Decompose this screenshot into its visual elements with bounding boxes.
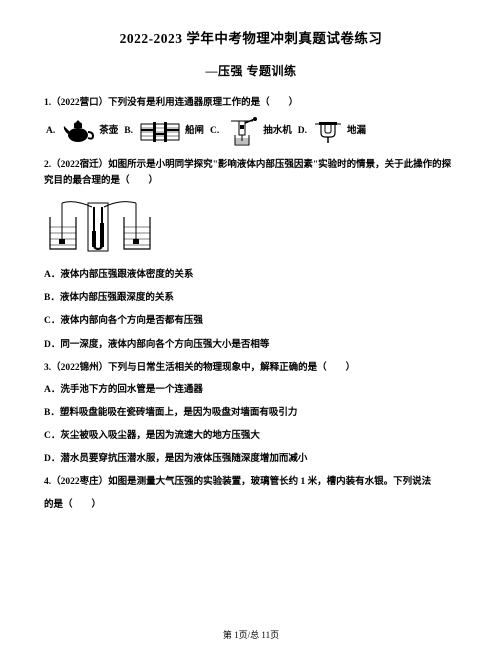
ship-lock-icon — [139, 120, 181, 144]
q3-c: C．灰尘被吸入吸尘器，是因为流速大的地方压强大 — [44, 428, 458, 444]
q1-stem: 1.（2022营口）下列没有是利用连通器原理工作的是（ ） — [44, 95, 458, 111]
q1-b-label: B. — [124, 124, 133, 139]
q2-b: B．液体内部压强跟深度的关系 — [44, 290, 458, 306]
q1-choices: A. 茶壶 B. — [44, 117, 458, 147]
q2-options: A．液体内部压强跟液体密度的关系 B．液体内部压强跟深度的关系 C．液体内部向各… — [44, 267, 458, 353]
q2-d: D．同一深度，液体内部向各个方向压强大小是否相等 — [44, 337, 458, 353]
q2-c: C．液体内部向各个方向是否都有压强 — [44, 313, 458, 329]
q1-a-label: A. — [46, 124, 55, 139]
main-title: 2022-2023 学年中考物理冲刺真题试卷练习 — [44, 28, 458, 50]
q3-a: A．洗手池下方的回水管是一个连通器 — [44, 382, 458, 398]
drain-icon — [313, 119, 343, 145]
page-footer: 第 1页/总 11页 — [0, 628, 502, 641]
q1-b-text: 船闸 — [185, 124, 204, 139]
q3-b: B．塑料吸盘能吸在瓷砖墙面上，是因为吸盘对墙面有吸引力 — [44, 405, 458, 421]
q1-d-label: D. — [298, 124, 307, 139]
q4-stem2: 的是（ ） — [44, 497, 458, 513]
q1-a-text: 茶壶 — [99, 124, 118, 139]
teapot-icon — [61, 120, 95, 144]
q3-stem: 3.（2022锦州）下列与日常生活相关的物理现象中，解释正确的是（ ） — [44, 360, 458, 376]
pump-icon — [225, 117, 259, 147]
page: 2022-2023 学年中考物理冲刺真题试卷练习 —压强 专题训练 1.（202… — [0, 0, 502, 513]
subtitle: —压强 专题训练 — [44, 62, 458, 81]
q1-d-text: 地漏 — [347, 124, 366, 139]
q1-c-label: C. — [210, 124, 219, 139]
q2-figure — [44, 197, 458, 257]
q4-stem: 4.（2022枣庄）如图是测量大气压强的实验装置，玻璃管长约 1 米，槽内装有水… — [44, 474, 458, 490]
q3-options: A．洗手池下方的回水管是一个连通器 B．塑料吸盘能吸在瓷砖墙面上，是因为吸盘对墙… — [44, 382, 458, 468]
q3-d: D．潜水员要穿抗压潜水服，是因为液体压强随深度增加而减小 — [44, 451, 458, 467]
q2-a: A．液体内部压强跟液体密度的关系 — [44, 267, 458, 283]
q2-stem: 2.（2022宿迁）如图所示是小明同学探究"影响液体内部压强因素"实验时的情景，… — [44, 157, 458, 189]
q1-c-text: 抽水机 — [263, 124, 292, 139]
